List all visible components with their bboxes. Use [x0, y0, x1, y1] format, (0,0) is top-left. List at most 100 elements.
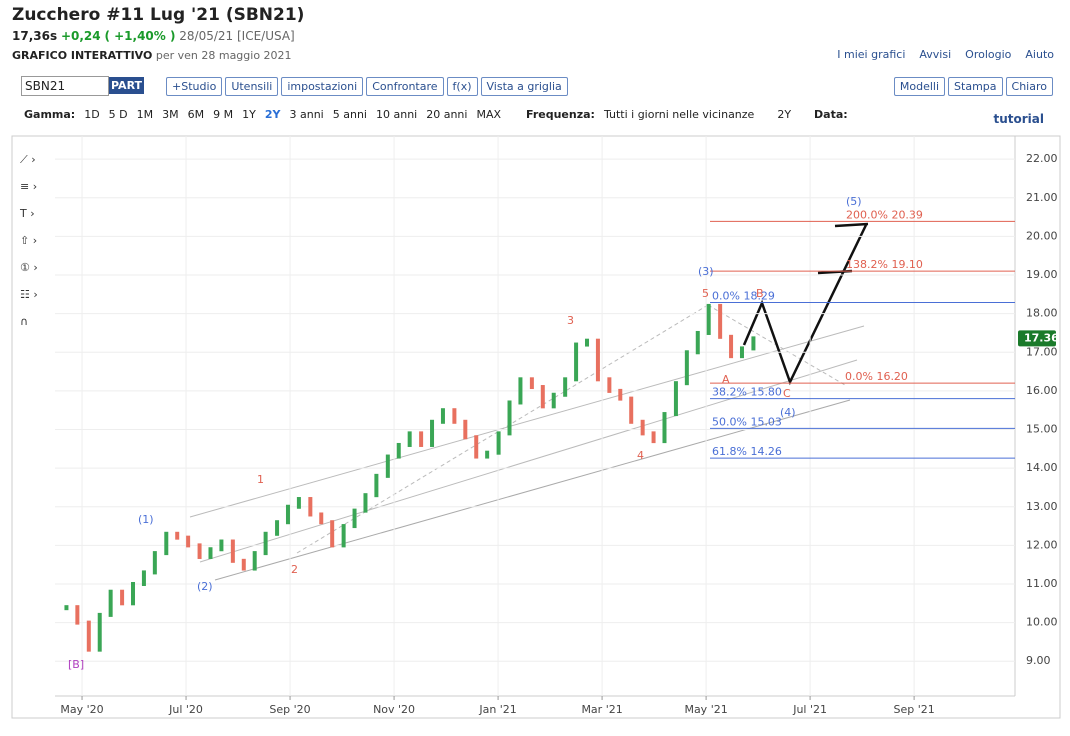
wave-label: 3 [567, 314, 574, 327]
candle [618, 388, 623, 401]
frequency-select[interactable]: Tutti i giorni nelle vicinanze [603, 108, 755, 121]
wave-label: A [722, 373, 730, 386]
header-link[interactable]: Orologio [965, 48, 1012, 61]
candle [296, 497, 301, 509]
tool-icon[interactable]: ⇧ › [20, 234, 37, 247]
y-tick-label: 17.00 [1026, 345, 1058, 358]
range-option[interactable]: MAX [476, 108, 502, 121]
candle [241, 558, 246, 571]
wave-label: (1) [138, 513, 154, 526]
toolbar-button[interactable]: Modelli [893, 77, 946, 96]
y-tick-label: 22.00 [1026, 152, 1058, 165]
range-option[interactable]: 2Y [264, 108, 281, 121]
wave-label: B [756, 287, 764, 300]
candle [352, 508, 357, 529]
y-tick-label: 19.00 [1026, 268, 1058, 281]
candle [175, 531, 180, 540]
toolbar-buttons: +Studio Utensili impostazioni Confrontare f(… [166, 75, 571, 96]
change-pct: ( +1,40% ) [104, 29, 176, 43]
fib-label: 0.0% 18.29 [712, 289, 775, 302]
range-option[interactable]: 20 anni [426, 108, 468, 121]
candle [452, 408, 457, 424]
tool-icon[interactable]: ① › [20, 261, 38, 274]
candle [729, 334, 734, 359]
y-tick-label: 16.00 [1026, 384, 1058, 397]
x-tick-label: Jul '20 [168, 703, 203, 716]
x-tick-label: Sep '21 [893, 703, 934, 716]
tool-icon[interactable]: ∩ [20, 315, 28, 328]
candle [540, 385, 545, 409]
chart-frame [11, 135, 1061, 719]
tool-icon[interactable]: ≡ › [20, 180, 37, 193]
candle [607, 377, 612, 393]
toolbar-button[interactable]: Stampa [948, 77, 1003, 96]
candle [629, 396, 634, 424]
wave-label: [B] [68, 658, 84, 671]
candle [485, 450, 490, 459]
quote-date: 28/05/21 [ICE/USA] [179, 29, 295, 43]
toolbar-right: Modelli Stampa Chiaro [893, 75, 1056, 96]
candle [308, 497, 313, 517]
y-tick-label: 18.00 [1026, 307, 1058, 320]
toolbar-button[interactable]: Chiaro [1005, 77, 1053, 96]
header-link[interactable]: I miei grafici [837, 48, 906, 61]
header-link[interactable]: Aiuto [1025, 48, 1054, 61]
x-tick-label: Nov '20 [373, 703, 415, 716]
wave-label: 2 [291, 563, 298, 576]
tutorial[interactable]: tutorial [993, 112, 1044, 126]
toolbar-button[interactable]: f(x) [446, 77, 478, 96]
projection-mark [834, 222, 869, 228]
candle [496, 431, 501, 455]
tool-icon[interactable]: T › [19, 207, 35, 220]
y-tick-label: 14.00 [1026, 461, 1058, 474]
range-option[interactable]: 3M [162, 108, 179, 121]
range-option[interactable]: 6M [187, 108, 205, 121]
fib-label: 61.8% 14.26 [712, 445, 782, 458]
y-tick-label: 20.00 [1026, 229, 1058, 242]
range-option[interactable]: 1Y [242, 108, 256, 121]
toolbar-button[interactable]: impostazioni [281, 77, 364, 96]
x-tick-label: May '21 [684, 703, 727, 716]
period-select[interactable]: 2Y [777, 108, 792, 121]
candle [97, 612, 102, 652]
toolbar-button[interactable]: Vista a griglia [480, 77, 568, 96]
candle [285, 504, 290, 525]
y-tick-label: 11.00 [1026, 577, 1058, 590]
change: +0,24 [60, 29, 101, 43]
candle [585, 338, 590, 347]
toolbar-button[interactable]: Utensili [225, 77, 279, 96]
fib-label: 200.0% 20.39 [846, 208, 923, 221]
candle [208, 547, 213, 559]
candle [263, 531, 268, 556]
range-option[interactable]: 5 D [108, 108, 128, 121]
tool-icon[interactable]: ⟋ › [20, 153, 36, 166]
candle [507, 400, 512, 436]
mode-date: per ven 28 maggio 2021 [155, 49, 292, 62]
range-option[interactable]: 1D [84, 108, 100, 121]
wave-label: (3) [698, 265, 714, 278]
header-link[interactable]: Avvisi [919, 48, 952, 61]
candle [152, 551, 157, 575]
candle [662, 412, 667, 444]
candle [430, 419, 435, 447]
wave-label: 4 [637, 449, 644, 462]
toolbar-button[interactable]: +Studio [166, 77, 223, 96]
candle [252, 551, 257, 571]
tool-icon[interactable]: ☷ › [20, 288, 38, 301]
part[interactable]: PART [109, 77, 145, 94]
title: Zucchero #11 Lug '21 (SBN21) [12, 5, 305, 25]
range-option[interactable]: 10 anni [375, 108, 418, 121]
range-option[interactable]: 3 anni [289, 108, 324, 121]
toolbar: SBN21 PART +Studio Utensili impostazioni Con… [21, 75, 571, 96]
symbol-input[interactable]: SBN21 [21, 75, 109, 96]
range-option[interactable]: 9 M [213, 108, 234, 121]
range-option[interactable]: 1M [136, 108, 154, 121]
channel-line [199, 359, 858, 563]
y-tick-label: 10.00 [1026, 616, 1058, 629]
candle [374, 473, 379, 498]
toolbar-button[interactable]: Confrontare [366, 77, 444, 96]
range-option[interactable]: 5 anni [332, 108, 367, 121]
candle [64, 605, 69, 611]
